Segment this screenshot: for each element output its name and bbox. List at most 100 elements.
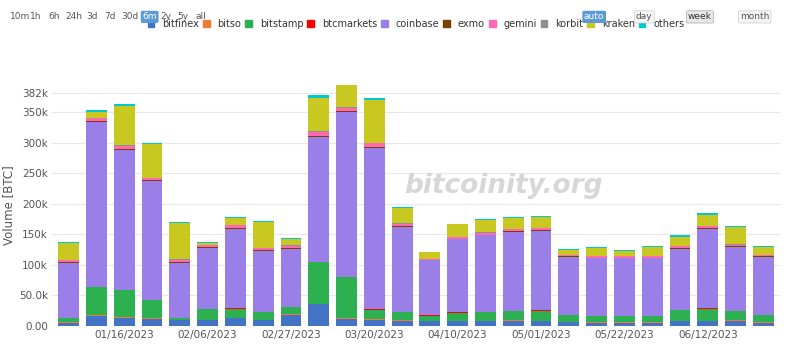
Bar [614, 322, 635, 326]
Bar [364, 309, 385, 310]
Bar [558, 255, 579, 256]
Bar [142, 178, 162, 180]
Bar [586, 322, 607, 326]
Bar [58, 262, 79, 263]
Bar [753, 255, 774, 256]
Bar [308, 137, 329, 262]
Bar [392, 224, 413, 226]
Bar [392, 321, 413, 326]
Bar [670, 237, 690, 246]
Bar [58, 242, 79, 243]
Bar [725, 320, 746, 321]
Bar [308, 262, 329, 304]
Bar [197, 242, 218, 243]
Bar [558, 249, 579, 250]
Bar [364, 100, 385, 143]
Text: 24h: 24h [66, 12, 82, 21]
Bar [253, 248, 274, 250]
Bar [530, 228, 551, 230]
Bar [225, 318, 246, 326]
Bar [698, 309, 718, 321]
Text: bitcoinity.org: bitcoinity.org [404, 173, 602, 199]
Bar [281, 249, 302, 307]
Bar [419, 259, 440, 260]
Bar [475, 220, 496, 233]
Bar [225, 225, 246, 228]
Text: 3d: 3d [86, 12, 98, 21]
Bar [670, 321, 690, 326]
Bar [197, 320, 218, 326]
Bar [197, 248, 218, 309]
Bar [281, 238, 302, 239]
Bar [86, 112, 107, 118]
Bar [447, 237, 468, 239]
Bar [114, 145, 134, 146]
Bar [225, 218, 246, 225]
Bar [753, 246, 774, 247]
Text: day: day [636, 12, 653, 21]
Bar [364, 147, 385, 148]
Text: 7d: 7d [104, 12, 115, 21]
Bar [142, 180, 162, 181]
Text: 30d: 30d [122, 12, 139, 21]
Bar [336, 76, 357, 107]
Text: 6m: 6m [142, 12, 157, 21]
Bar [530, 216, 551, 217]
Bar [698, 228, 718, 229]
Bar [558, 257, 579, 315]
Bar [58, 318, 79, 322]
Bar [336, 108, 357, 111]
Bar [725, 321, 746, 326]
Bar [530, 230, 551, 231]
Bar [281, 245, 302, 246]
Bar [197, 243, 218, 245]
Bar [753, 322, 774, 326]
Bar [558, 256, 579, 257]
Bar [170, 222, 190, 223]
Bar [142, 319, 162, 326]
Bar [698, 308, 718, 309]
Bar [392, 207, 413, 208]
Bar [197, 309, 218, 320]
Bar [725, 245, 746, 246]
Bar [364, 143, 385, 147]
Bar [447, 321, 468, 326]
Bar [114, 146, 134, 149]
Legend: bitfinex, bitso, bitstamp, btcmarkets, coinbase, exmo, gemini, korbit, kraken, o: bitfinex, bitso, bitstamp, btcmarkets, c… [146, 18, 686, 29]
Bar [58, 261, 79, 262]
Bar [670, 310, 690, 321]
Bar [530, 231, 551, 310]
Bar [225, 217, 246, 218]
Bar [170, 320, 190, 326]
Bar [614, 250, 635, 251]
Text: auto: auto [584, 12, 604, 21]
Bar [253, 251, 274, 312]
Bar [114, 104, 134, 106]
Text: week: week [688, 12, 712, 21]
Bar [503, 218, 524, 229]
Bar [392, 223, 413, 224]
Bar [698, 226, 718, 228]
Bar [170, 318, 190, 320]
Bar [253, 320, 274, 326]
Bar [475, 321, 496, 326]
Bar [114, 318, 134, 326]
Bar [503, 231, 524, 232]
Text: 10m: 10m [10, 12, 30, 21]
Bar [336, 111, 357, 112]
Bar [336, 107, 357, 108]
Bar [142, 300, 162, 319]
Bar [558, 322, 579, 326]
Bar [86, 121, 107, 122]
Text: 2y: 2y [160, 12, 171, 21]
Bar [503, 229, 524, 231]
Text: all: all [195, 12, 206, 21]
Bar [142, 181, 162, 300]
Bar [503, 321, 524, 326]
Bar [725, 227, 746, 245]
Bar [392, 320, 413, 321]
Bar [336, 75, 357, 76]
Bar [530, 217, 551, 228]
Bar [281, 248, 302, 249]
Bar [503, 232, 524, 311]
